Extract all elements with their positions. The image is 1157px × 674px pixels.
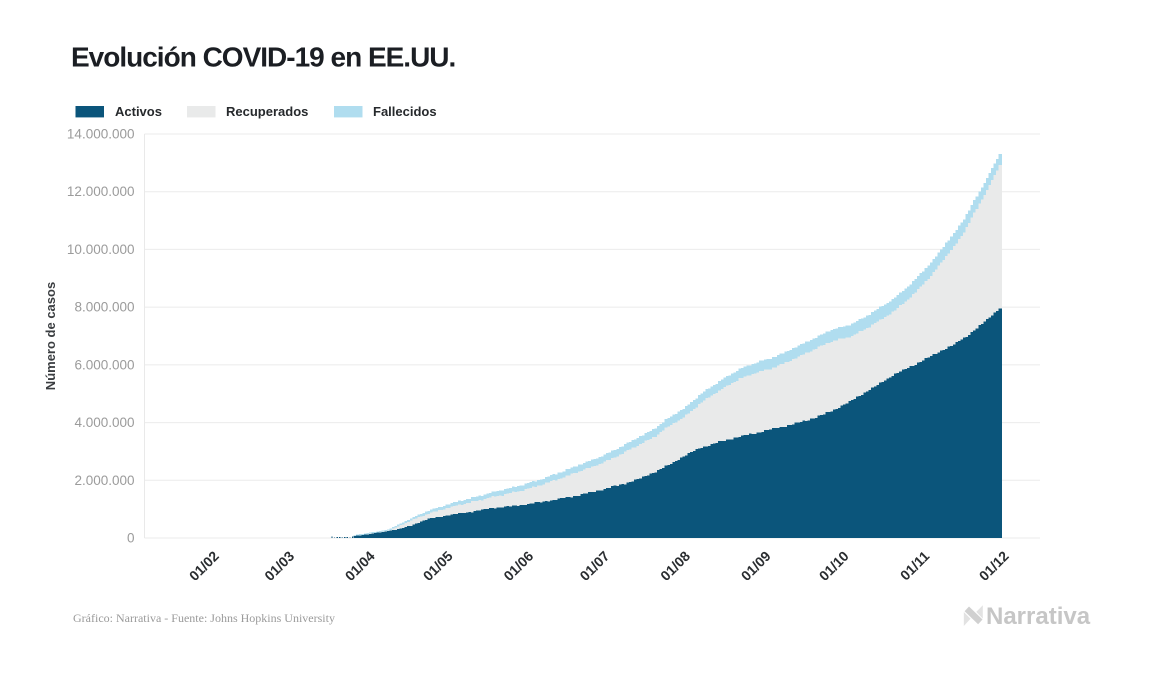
svg-text:14.000.000: 14.000.000	[67, 127, 135, 142]
svg-text:Evolución COVID-19 en EE.UU.: Evolución COVID-19 en EE.UU.	[71, 42, 455, 73]
svg-text:4.000.000: 4.000.000	[74, 415, 134, 430]
svg-text:Número de casos: Número de casos	[43, 282, 58, 390]
svg-text:Gráfico: Narrativa - Fuente: J: Gráfico: Narrativa - Fuente: Johns Hopki…	[73, 611, 335, 625]
svg-text:6.000.000: 6.000.000	[74, 357, 134, 372]
svg-text:Fallecidos: Fallecidos	[373, 104, 437, 119]
svg-text:Activos: Activos	[115, 104, 162, 119]
svg-text:Narrativa: Narrativa	[986, 603, 1091, 630]
svg-text:12.000.000: 12.000.000	[67, 184, 135, 199]
svg-text:8.000.000: 8.000.000	[74, 300, 134, 315]
svg-text:0: 0	[127, 531, 135, 546]
svg-text:2.000.000: 2.000.000	[74, 473, 134, 488]
svg-text:Recuperados: Recuperados	[226, 104, 308, 119]
svg-text:10.000.000: 10.000.000	[67, 242, 135, 257]
